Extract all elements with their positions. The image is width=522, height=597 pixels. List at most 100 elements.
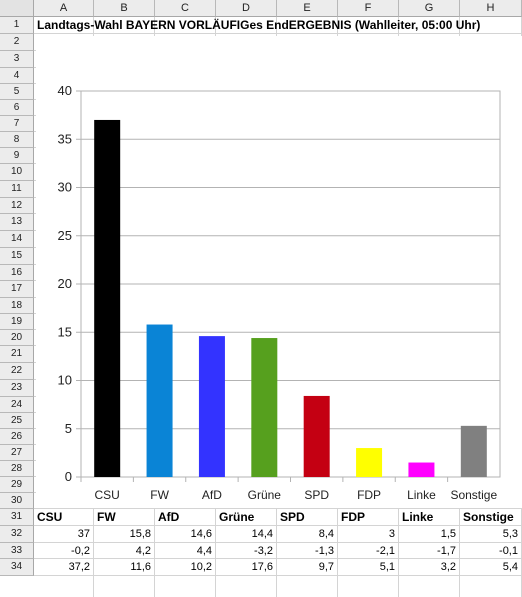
row-header-21[interactable]: 21 <box>0 346 34 363</box>
table-header-cell[interactable]: FDP <box>341 510 365 524</box>
row-header-9[interactable]: 9 <box>0 148 34 164</box>
y-tick-label: 5 <box>65 421 72 436</box>
column-header-g[interactable]: G <box>399 0 460 17</box>
row-header-23[interactable]: 23 <box>0 380 34 397</box>
row-header-2[interactable]: 2 <box>0 34 34 51</box>
table-cell[interactable]: 3,2 <box>440 561 456 573</box>
grid-line-horizontal <box>34 508 522 509</box>
row-header-5[interactable]: 5 <box>0 84 34 100</box>
grid-line-horizontal <box>34 525 522 526</box>
y-tick-label: 40 <box>58 83 72 98</box>
row-header-13[interactable]: 13 <box>0 214 34 231</box>
row-header-3[interactable]: 3 <box>0 51 34 68</box>
bar-spd <box>303 395 330 477</box>
x-tick-label: Linke <box>407 488 436 502</box>
row-header-14[interactable]: 14 <box>0 231 34 248</box>
table-header-cell[interactable]: Linke <box>402 510 434 524</box>
chart-svg: 0 5 10 15 20 25 30 35 40 CSU FW AfD Grüne SPD FDP Linke… <box>58 83 501 502</box>
row-header-16[interactable]: 16 <box>0 265 34 281</box>
row-header-17[interactable]: 17 <box>0 281 34 298</box>
select-all-corner[interactable] <box>0 0 34 17</box>
table-cell[interactable]: 8,4 <box>318 528 334 540</box>
column-header-h[interactable]: H <box>460 0 522 17</box>
table-cell[interactable]: 3 <box>388 528 395 540</box>
row-header-7[interactable]: 7 <box>0 116 34 132</box>
table-cell[interactable]: 37,2 <box>68 561 90 573</box>
bar-linke <box>408 462 435 477</box>
row-header-19[interactable]: 19 <box>0 314 34 330</box>
y-tick-label: 35 <box>58 131 72 146</box>
table-cell[interactable]: -0,2 <box>71 545 90 557</box>
table-header-cell[interactable]: CSU <box>37 510 63 524</box>
grid-line-horizontal <box>34 542 522 543</box>
table-cell[interactable]: 14,4 <box>251 528 273 540</box>
table-header-cell[interactable]: SPD <box>280 510 305 524</box>
table-cell[interactable]: 5,4 <box>502 561 518 573</box>
row-header-6[interactable]: 6 <box>0 100 34 116</box>
row-header-15[interactable]: 15 <box>0 248 34 265</box>
x-tick-label: Grüne <box>248 488 282 502</box>
table-cell[interactable]: -1,7 <box>437 545 456 557</box>
bar-fw <box>146 324 173 477</box>
bar-chart[interactable]: 0 5 10 15 20 25 30 35 40 CSU FW AfD Grüne SPD FDP Linke… <box>36 36 522 508</box>
table-cell[interactable]: -3,2 <box>254 545 273 557</box>
row-header-18[interactable]: 18 <box>0 298 34 314</box>
table-cell[interactable]: 14,6 <box>190 528 212 540</box>
title-cell[interactable]: Landtags-Wahl BAYERN VORLÄUFIGes EndERGE… <box>37 18 481 32</box>
y-tick-label: 25 <box>58 228 72 243</box>
table-cell[interactable]: 37 <box>77 528 90 540</box>
table-cell[interactable]: -1,3 <box>315 545 334 557</box>
column-header-e[interactable]: E <box>277 0 338 17</box>
table-cell[interactable]: 10,2 <box>190 561 212 573</box>
y-tick-label: 15 <box>58 324 72 339</box>
bar-fdp <box>356 448 383 477</box>
row-header-11[interactable]: 11 <box>0 181 34 198</box>
table-cell[interactable]: 4,2 <box>135 545 151 557</box>
table-header-cell[interactable]: AfD <box>158 510 180 524</box>
table-cell[interactable]: -0,1 <box>499 545 518 557</box>
row-header-20[interactable]: 20 <box>0 330 34 346</box>
x-tick-label: CSU <box>95 488 120 502</box>
x-tick-label: AfD <box>202 488 222 502</box>
column-header-b[interactable]: B <box>94 0 155 17</box>
row-header-10[interactable]: 10 <box>0 164 34 181</box>
table-cell[interactable]: -2,1 <box>376 545 395 557</box>
column-header-a[interactable]: A <box>34 0 94 17</box>
row-header-29[interactable]: 29 <box>0 477 34 493</box>
row-header-27[interactable]: 27 <box>0 445 34 461</box>
table-cell[interactable]: 5,3 <box>502 528 518 540</box>
row-header-28[interactable]: 28 <box>0 461 34 477</box>
column-header-f[interactable]: F <box>338 0 399 17</box>
row-header-33[interactable]: 33 <box>0 543 34 559</box>
row-header-32[interactable]: 32 <box>0 526 34 543</box>
y-tick-label: 0 <box>65 469 72 484</box>
row-header-4[interactable]: 4 <box>0 68 34 84</box>
grid-line-horizontal <box>34 33 522 34</box>
y-tick-label: 20 <box>58 276 72 291</box>
table-cell[interactable]: 9,7 <box>318 561 334 573</box>
table-cell[interactable]: 4,4 <box>196 545 212 557</box>
table-cell[interactable]: 1,5 <box>440 528 456 540</box>
bar-afd <box>198 336 225 477</box>
table-header-cell[interactable]: Sonstige <box>463 510 514 524</box>
column-header-d[interactable]: D <box>216 0 277 17</box>
table-cell[interactable]: 5,1 <box>379 561 395 573</box>
row-header-22[interactable]: 22 <box>0 363 34 380</box>
row-header-26[interactable]: 26 <box>0 429 34 445</box>
table-header-cell[interactable]: Grüne <box>219 510 255 524</box>
row-header-31[interactable]: 31 <box>0 509 34 526</box>
grid-line-horizontal <box>34 558 522 559</box>
table-cell[interactable]: 15,8 <box>129 528 151 540</box>
row-header-1[interactable]: 1 <box>0 17 34 34</box>
row-header-34[interactable]: 34 <box>0 559 34 576</box>
row-header-25[interactable]: 25 <box>0 413 34 429</box>
row-header-24[interactable]: 24 <box>0 397 34 413</box>
grid-line-horizontal <box>34 575 522 576</box>
table-cell[interactable]: 11,6 <box>130 561 151 573</box>
row-header-8[interactable]: 8 <box>0 132 34 148</box>
table-header-cell[interactable]: FW <box>97 510 116 524</box>
row-header-30[interactable]: 30 <box>0 493 34 509</box>
row-header-12[interactable]: 12 <box>0 198 34 214</box>
column-header-c[interactable]: C <box>155 0 216 17</box>
table-cell[interactable]: 17,6 <box>251 561 273 573</box>
